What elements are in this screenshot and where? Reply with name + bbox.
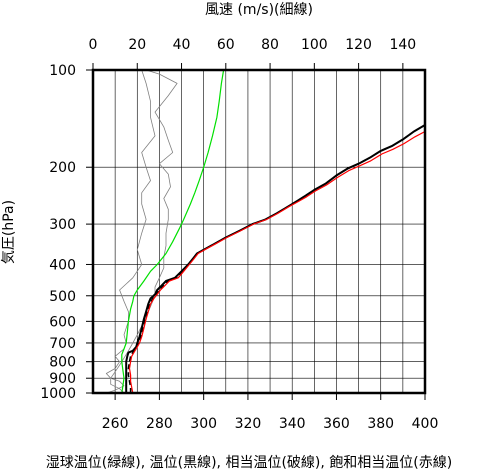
top-tick-label: 40 — [173, 37, 191, 53]
plot-frame — [91, 68, 427, 395]
top-tick-label: 60 — [217, 37, 235, 53]
top-axis-label: 風速 (m/s)(細線) — [205, 2, 313, 18]
top-tick-label: 80 — [261, 37, 279, 53]
bottom-axis-ticks: 260 280 300 320 340 360 380 400 — [102, 393, 439, 432]
bottom-tick-label: 340 — [279, 416, 306, 432]
top-tick-label: 140 — [389, 37, 416, 53]
series-saturated-line — [128, 130, 426, 394]
bottom-tick-label: 400 — [412, 416, 439, 432]
series-wind-line — [105, 69, 156, 394]
series-wet-bulb-line — [121, 69, 225, 394]
left-tick-label: 900 — [49, 371, 76, 387]
left-tick-label: 700 — [49, 336, 76, 352]
top-tick-label: 0 — [89, 37, 98, 53]
left-axis-label: 気圧(hPa) — [1, 200, 17, 264]
left-tick-label: 300 — [49, 217, 76, 233]
bottom-tick-label: 280 — [146, 416, 173, 432]
left-tick-label: 200 — [49, 160, 76, 176]
bottom-tick-label: 360 — [323, 416, 350, 432]
bottom-tick-label: 260 — [102, 416, 129, 432]
left-tick-label: 500 — [49, 289, 76, 305]
left-tick-label: 800 — [49, 355, 76, 371]
top-tick-label: 100 — [301, 37, 328, 53]
left-tick-label: 600 — [49, 314, 76, 330]
chart-series — [105, 69, 426, 394]
bottom-axis-label: 湿球温位(緑線), 温位(黒線), 相当温位(破線), 飽和相当温位(赤線) — [46, 454, 452, 471]
left-tick-label: 400 — [49, 257, 76, 273]
series-equivalent-line — [127, 124, 426, 393]
top-tick-label: 120 — [345, 37, 372, 53]
left-tick-label: 100 — [49, 63, 76, 79]
chart-grid — [92, 69, 426, 394]
bottom-tick-label: 380 — [367, 416, 394, 432]
series-wind-line — [106, 69, 178, 394]
top-tick-label: 20 — [128, 37, 146, 53]
left-tick-label: 1000 — [40, 386, 76, 402]
bottom-tick-label: 300 — [190, 416, 217, 432]
bottom-tick-label: 320 — [235, 416, 262, 432]
series-potential-line — [125, 124, 426, 393]
top-axis-ticks: 0 20 40 60 80 100 120 140 — [89, 37, 416, 70]
